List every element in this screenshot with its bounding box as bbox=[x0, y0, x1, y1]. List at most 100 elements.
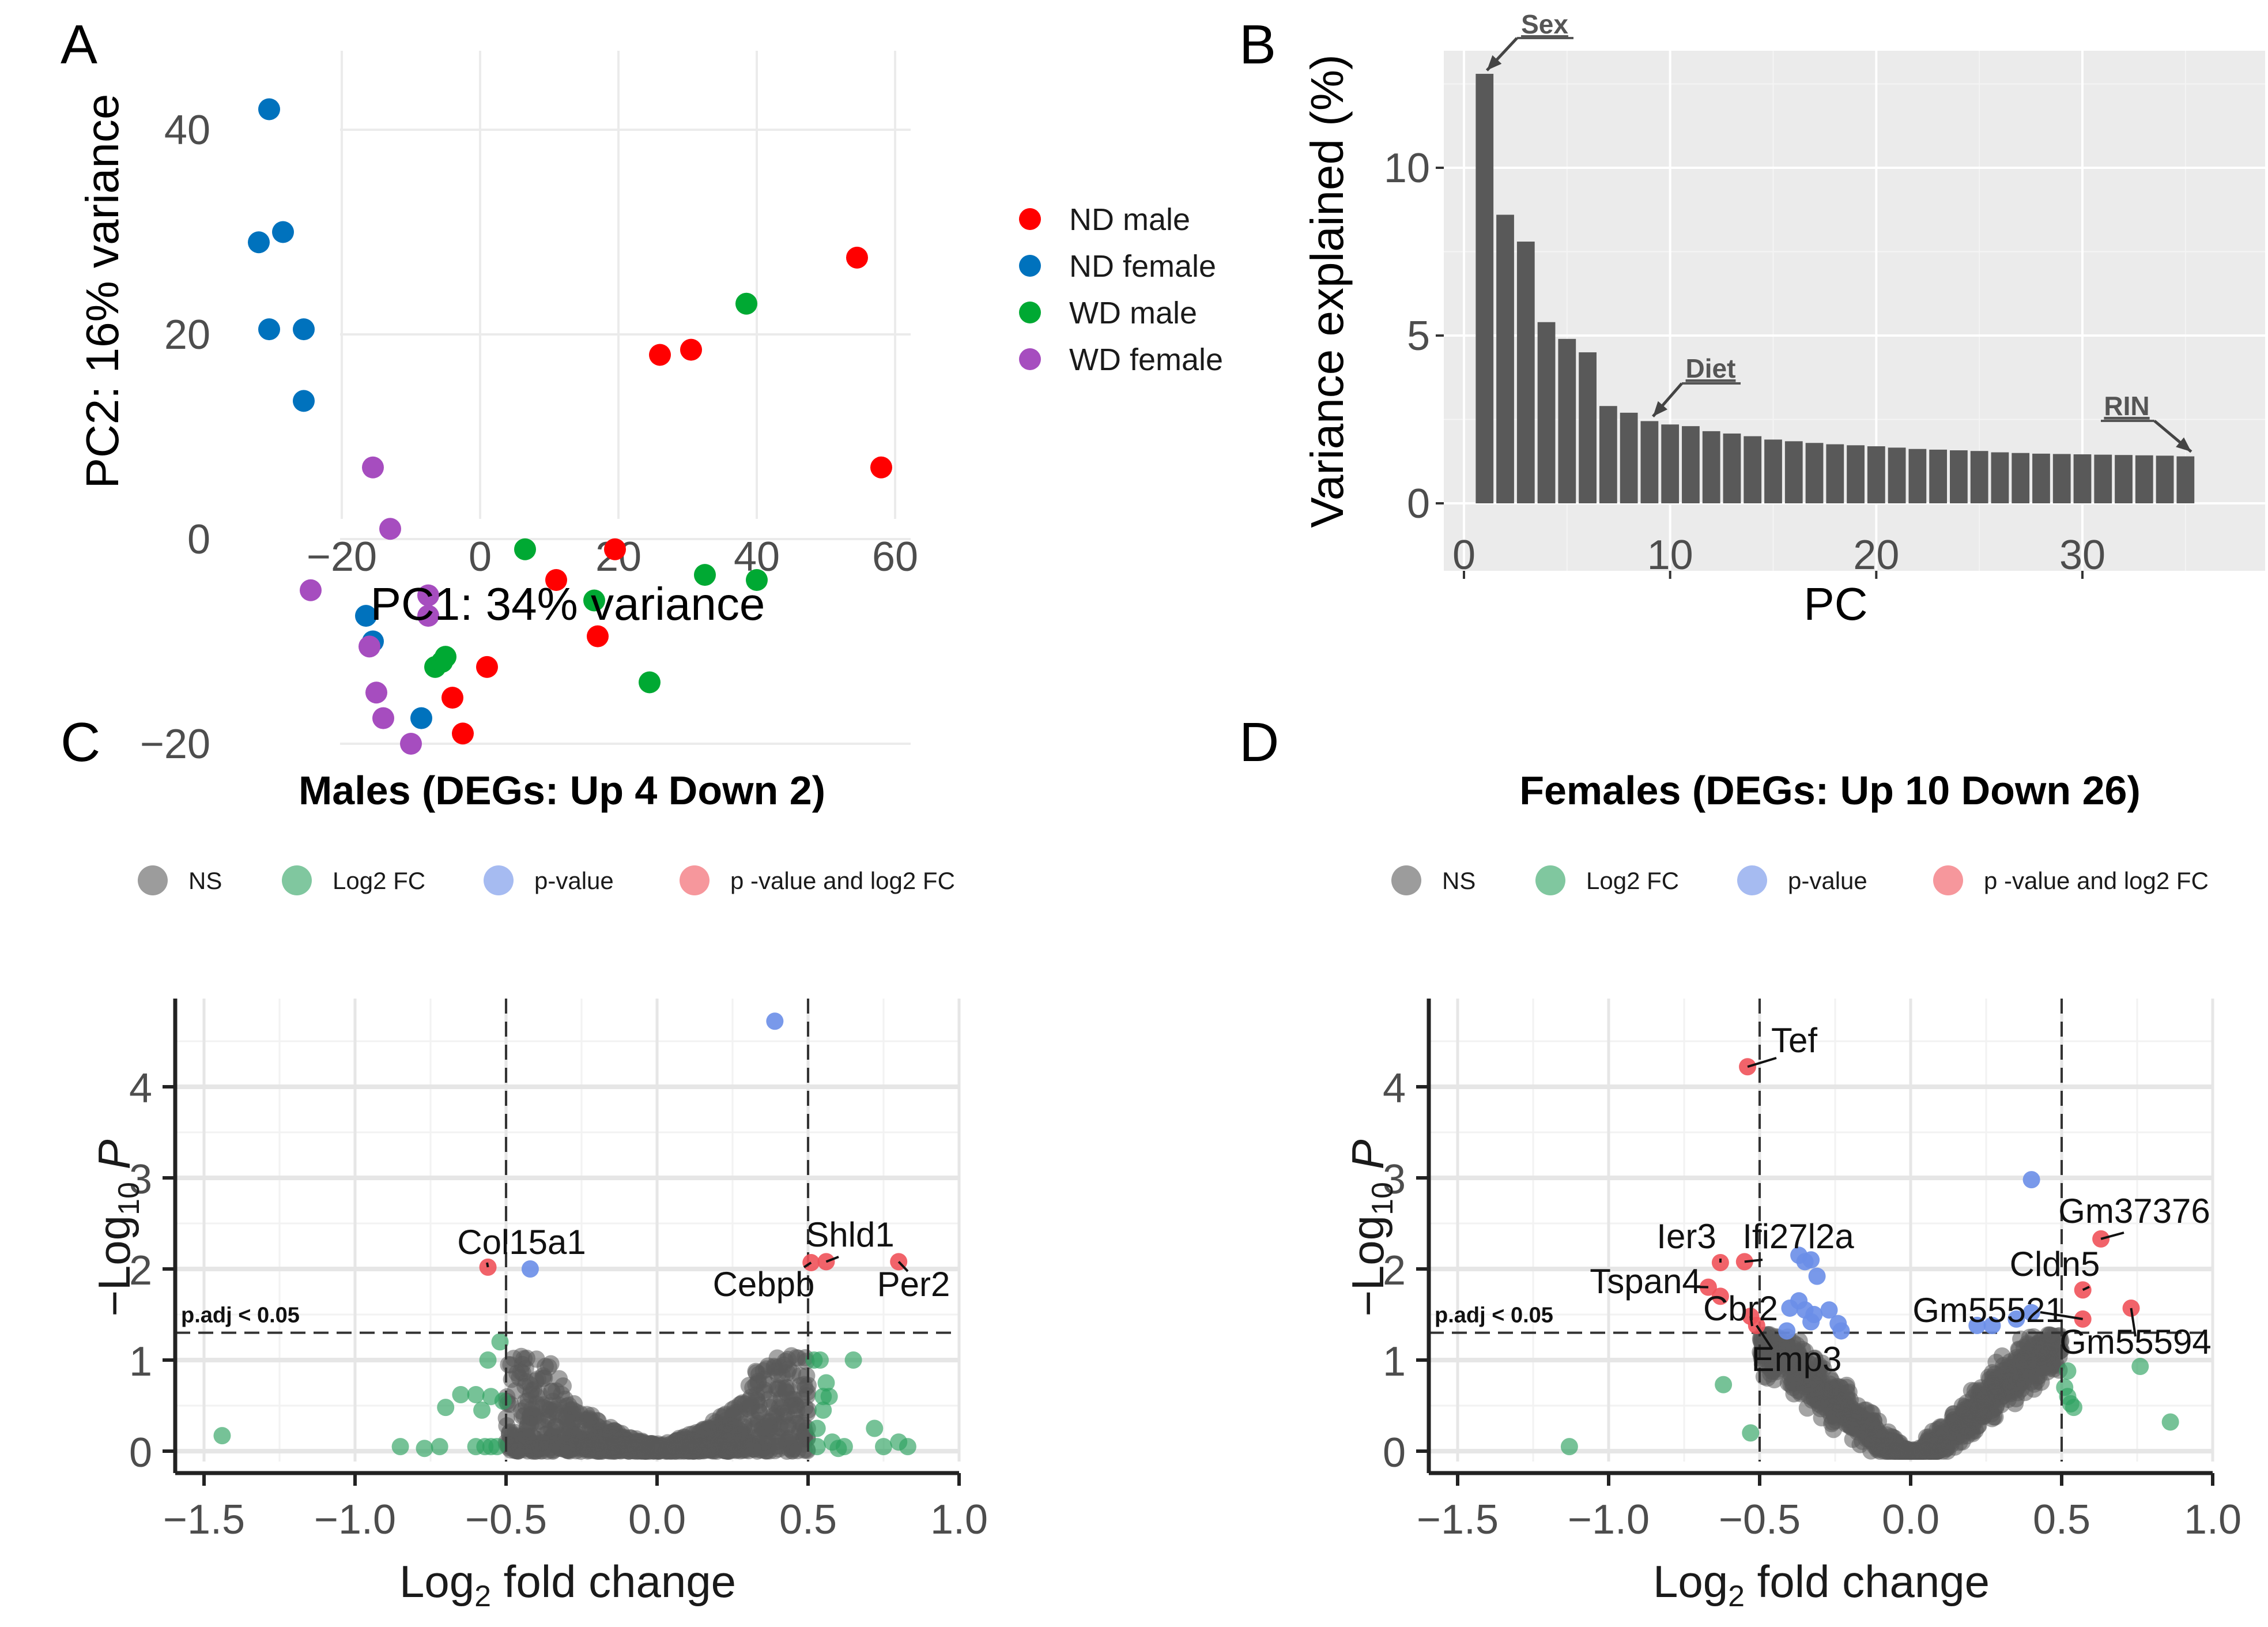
panel-b-bar bbox=[1558, 338, 1576, 503]
legend-label: WD male bbox=[1069, 296, 1197, 330]
ns-point bbox=[1895, 1443, 1913, 1460]
y-axis-title-sub: 10 bbox=[1366, 1182, 1399, 1215]
fc-point bbox=[473, 1401, 491, 1419]
panel-b-xtick: 10 bbox=[1647, 532, 1693, 578]
fc-point bbox=[213, 1427, 231, 1445]
fc-point bbox=[1560, 1438, 1578, 1456]
panel-c-title: Males (DEGs: Up 4 Down 2) bbox=[299, 768, 825, 813]
ytick-label: 1 bbox=[1383, 1339, 1406, 1385]
ns-point bbox=[742, 1396, 760, 1414]
p-point bbox=[1808, 1267, 1826, 1285]
xtick-label: 0.0 bbox=[1882, 1497, 1939, 1543]
ns-point bbox=[607, 1428, 625, 1446]
legend-swatch bbox=[1391, 865, 1421, 895]
panel-b-bar bbox=[1620, 412, 1638, 503]
panel-b-annotations: Sex Diet RIN bbox=[1485, 9, 2192, 453]
panel-a-point bbox=[639, 671, 661, 694]
fc-point bbox=[875, 1438, 892, 1456]
annotation-diet: Diet bbox=[1686, 353, 1736, 383]
legend-label: WD female bbox=[1069, 342, 1223, 377]
panel-a-point bbox=[846, 246, 868, 269]
ns-point bbox=[2001, 1353, 2019, 1371]
gene-label-leader bbox=[897, 1260, 909, 1272]
ns-point bbox=[542, 1355, 560, 1373]
panel-b-bar bbox=[2176, 456, 2195, 503]
panel-a-point bbox=[476, 656, 498, 678]
panel-a-point bbox=[258, 98, 280, 120]
ns-point bbox=[527, 1350, 545, 1368]
panel-a-point bbox=[410, 707, 432, 729]
panel-a-point bbox=[746, 569, 768, 591]
fc-point bbox=[1715, 1376, 1733, 1394]
panel-a-point bbox=[649, 344, 671, 366]
panel-a-xtick: 60 bbox=[872, 534, 918, 580]
panel-b-ytick: 0 bbox=[1407, 481, 1430, 527]
panel-a-point bbox=[300, 579, 322, 601]
y-axis-title-part: −Log bbox=[89, 1215, 139, 1317]
xtick-label: −0.5 bbox=[1719, 1497, 1801, 1543]
ns-point bbox=[747, 1362, 765, 1380]
panel-d-legend: NS Log2 FC p-value p -value and log2 FC bbox=[1391, 865, 2209, 895]
panel-d-plot: p.adj < 0.05 −1.5 −1.0 −0.5 0.0 0.5 1.0 0 1 2 3 4 Lo… bbox=[1342, 999, 2241, 1613]
panel-b-bar bbox=[1826, 444, 1844, 503]
panel-a-point bbox=[441, 687, 463, 709]
p-point bbox=[521, 1260, 539, 1278]
p-point bbox=[1778, 1322, 1796, 1340]
fc-point bbox=[479, 1351, 497, 1369]
ytick-label: 1 bbox=[129, 1339, 152, 1385]
panel-b-bar bbox=[2012, 453, 2030, 503]
panel-b-bar bbox=[1537, 322, 1556, 503]
panel-b-ytick: 10 bbox=[1384, 145, 1430, 191]
panel-a-points bbox=[248, 98, 892, 755]
ytick-label: 3 bbox=[129, 1157, 152, 1203]
fc-point bbox=[437, 1399, 455, 1417]
xtick-label: 1.0 bbox=[2184, 1497, 2241, 1543]
ns-point bbox=[714, 1409, 732, 1427]
legend-label: p -value and log2 FC bbox=[730, 867, 955, 894]
legend-swatch bbox=[1019, 302, 1041, 323]
panel-b-bar bbox=[1682, 426, 1700, 503]
ns-point bbox=[650, 1442, 668, 1460]
panel-b-bar bbox=[1991, 452, 2009, 503]
fc-point bbox=[2161, 1413, 2179, 1431]
fc-point bbox=[431, 1438, 448, 1456]
gene-label-leader bbox=[825, 1256, 839, 1263]
p-point bbox=[1983, 1316, 2001, 1334]
ns-point bbox=[684, 1442, 701, 1460]
ns-point bbox=[534, 1440, 552, 1457]
ytick-label: 2 bbox=[1383, 1248, 1406, 1294]
panel-b-bar bbox=[1805, 443, 1824, 503]
panel-b-ylabel: Variance explained (%) bbox=[1301, 54, 1353, 528]
panel-letter-d: D bbox=[1239, 711, 1279, 773]
xtick-label: −1.0 bbox=[314, 1497, 396, 1543]
x-axis-title-part: fold change bbox=[491, 1556, 736, 1607]
gene-label: Ifi27l2a bbox=[1742, 1217, 1854, 1256]
gene-label-leader bbox=[1747, 1057, 1777, 1068]
ns-point bbox=[795, 1376, 813, 1394]
panel-d-volcano-females: D Females (DEGs: Up 10 Down 26) NS Log2 F… bbox=[1239, 711, 2241, 1613]
panel-b-xtick: 20 bbox=[1853, 532, 1899, 578]
ns-point bbox=[1790, 1370, 1807, 1388]
gene-label-leader bbox=[1749, 1316, 1753, 1327]
panel-a-xtick: 0 bbox=[469, 534, 492, 580]
fc-point bbox=[814, 1401, 832, 1419]
ns-point bbox=[1824, 1413, 1841, 1431]
y-axis-title-part: P bbox=[89, 1139, 139, 1182]
legend-swatch bbox=[1737, 865, 1767, 895]
threshold-label: p.adj < 0.05 bbox=[181, 1304, 300, 1328]
y-axis-title: −Log10 P bbox=[89, 1139, 146, 1316]
panel-a-point bbox=[258, 318, 280, 341]
panel-a-ylabel: PC2: 16% variance bbox=[77, 94, 128, 489]
ns-point bbox=[558, 1441, 576, 1459]
panel-b-bar bbox=[1764, 439, 1782, 503]
panel-b-bar bbox=[1950, 450, 1968, 503]
ns-point bbox=[739, 1442, 757, 1460]
ns-point bbox=[692, 1422, 710, 1440]
legend-label: ND male bbox=[1069, 202, 1190, 237]
annotation-arrowhead bbox=[2176, 437, 2191, 452]
ns-point bbox=[1864, 1420, 1882, 1438]
fc-point bbox=[391, 1438, 409, 1456]
panel-b-xlabel: PC bbox=[1803, 578, 1867, 630]
